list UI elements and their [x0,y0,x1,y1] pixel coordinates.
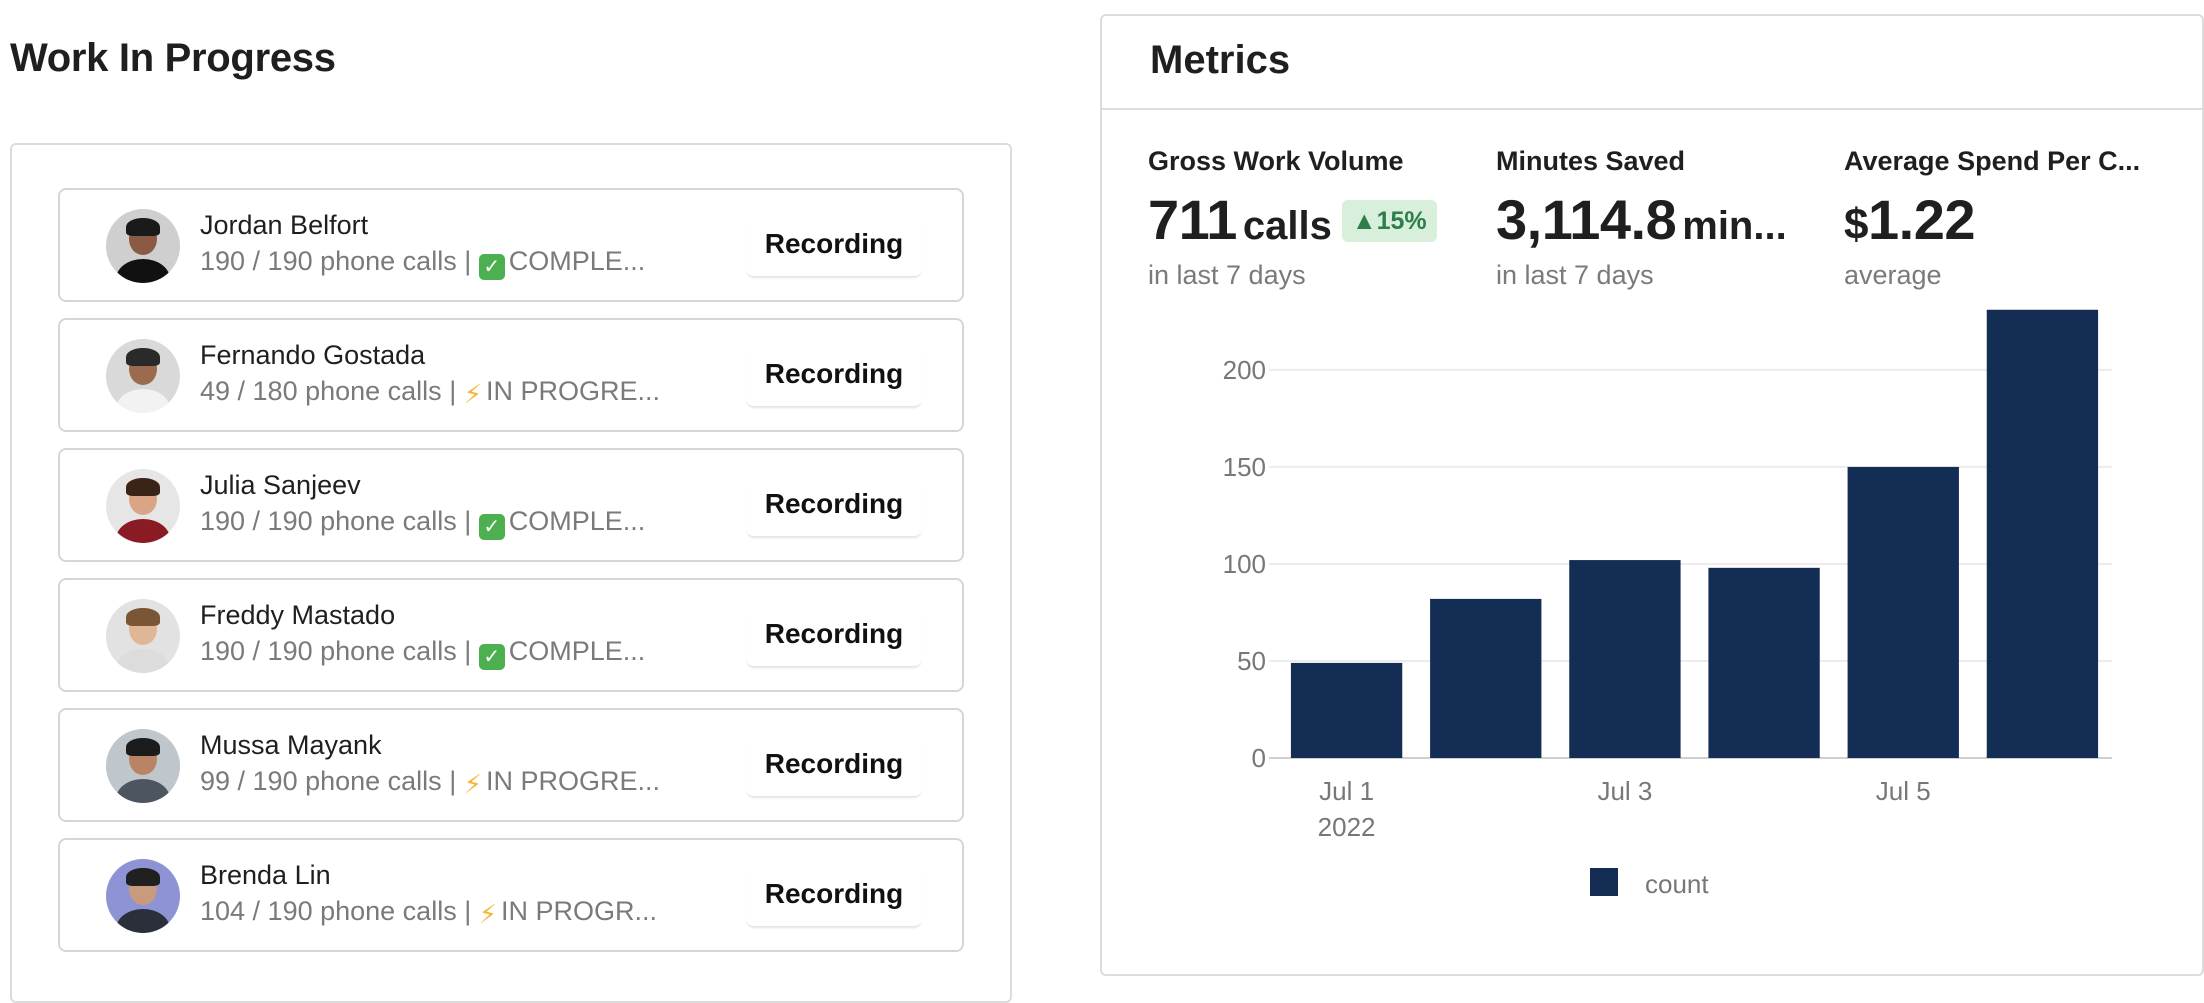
stat-value: 1.22 [1867,188,1976,251]
recording-button[interactable]: Recording [746,862,922,926]
person-card[interactable]: Fernando Gostada 49 / 180 phone calls | ⚡… [58,318,964,432]
call-count: 190 / 190 phone calls [200,246,457,276]
x-tick-sublabel: 2022 [1318,812,1376,842]
avatar [106,729,180,803]
metrics-panel: Metrics Gross Work Volume 711 calls ▲15% i… [1100,14,2204,976]
status-text: COMPLE... [508,506,646,536]
recording-button[interactable]: Recording [746,602,922,666]
check-icon: ✓ [478,644,505,670]
bar-2022-07-02 [1430,598,1542,758]
person-name: Julia Sanjeev [200,470,361,500]
recording-button[interactable]: Recording [746,342,922,406]
call-count: 190 / 190 phone calls [200,636,457,666]
bar-2022-07-01 [1290,662,1403,758]
bolt-icon: ⚡ [463,379,482,409]
avatar [106,859,180,933]
call-progress: 190 / 190 phone calls | ✓ COMPLE... [200,506,700,540]
recording-button[interactable]: Recording [746,472,922,536]
avatar [106,339,180,413]
stat-subtitle: in last 7 days [1496,260,1654,290]
stat-subtitle: in last 7 days [1148,260,1306,290]
status-text: COMPLE... [508,636,646,666]
stat-unit: min... [1682,204,1787,248]
y-tick-label: 200 [1223,355,1266,385]
person-card[interactable]: Julia Sanjeev 190 / 190 phone calls | ✓ CO… [58,448,964,562]
delta-badge: ▲15% [1341,200,1437,242]
metrics-title: Metrics [1150,38,1291,82]
recording-button[interactable]: Recording [746,732,922,796]
call-count: 104 / 190 phone calls [200,896,457,926]
bar-2022-07-03 [1569,560,1681,758]
x-tick-label: Jul 3 [1597,776,1652,806]
status-text: IN PROGRE... [485,766,661,796]
y-tick-label: 50 [1237,646,1266,676]
legend-swatch [1590,868,1618,896]
person-card[interactable]: Brenda Lin 104 / 190 phone calls | ⚡ IN PR… [58,838,964,952]
bar-2022-07-06 [1986,309,2099,758]
avatar [106,599,180,673]
avatar [106,469,180,543]
y-tick-label: 100 [1223,549,1266,579]
person-card[interactable]: Jordan Belfort 190 / 190 phone calls | ✓ C… [58,188,964,302]
stat-unit: calls [1242,204,1332,248]
legend-label: count [1645,869,1709,899]
person-name: Freddy Mastado [200,600,396,630]
currency-symbol: $ [1844,200,1868,249]
call-progress: 190 / 190 phone calls | ✓ COMPLE... [200,636,700,670]
stat-minutes-saved: Minutes Saved 3,114.8 min... in last 7 da… [1496,146,1816,291]
stat-subtitle: average [1844,260,1942,290]
status-text: COMPLE... [508,246,646,276]
check-icon: ✓ [478,254,505,280]
work-in-progress-title: Work In Progress [10,36,336,80]
bar-2022-07-04 [1708,567,1820,758]
person-name: Brenda Lin [200,860,331,890]
status-text: IN PROGR... [501,896,658,926]
call-progress: 99 / 190 phone calls | ⚡ IN PROGRE... [200,766,700,800]
separator: | [441,766,464,796]
recording-button[interactable]: Recording [746,212,922,276]
count-bar-chart: 0 50 100 150 200 Jul 1 2022 Jul 3 Jul 5 count [1223,309,2112,899]
separator: | [456,506,479,536]
stat-gross-work-volume: Gross Work Volume 711 calls ▲15% in last 7… [1148,146,1478,291]
person-name: Fernando Gostada [200,340,426,370]
status-text: IN PROGRE... [485,376,661,406]
stat-value: 711 [1148,188,1237,251]
person-name: Mussa Mayank [200,730,382,760]
x-tick-label: Jul 1 [1319,776,1374,806]
separator: | [441,376,464,406]
bar-2022-07-05 [1847,466,1959,758]
arrow-up-icon: ▲ [1351,207,1377,235]
call-count: 99 / 190 phone calls [200,766,442,796]
call-count: 190 / 190 phone calls [200,506,457,536]
call-count: 49 / 180 phone calls [200,376,442,406]
y-tick-label: 150 [1223,452,1266,482]
y-tick-label: 0 [1252,743,1266,773]
metrics-divider [1102,108,2202,110]
bolt-icon: ⚡ [463,769,482,799]
stat-value: 3,114.8 [1496,188,1677,251]
work-in-progress-panel: Jordan Belfort 190 / 190 phone calls | ✓ C… [10,143,1012,1003]
person-name: Jordan Belfort [200,210,369,240]
call-progress: 49 / 180 phone calls | ⚡ IN PROGRE... [200,376,700,410]
call-progress: 190 / 190 phone calls | ✓ COMPLE... [200,246,700,280]
delta-value: 15% [1376,207,1427,235]
avatar [106,209,180,283]
person-card[interactable]: Freddy Mastado 190 / 190 phone calls | ✓ C… [58,578,964,692]
check-icon: ✓ [478,514,505,540]
x-tick-label: Jul 5 [1876,776,1931,806]
separator: | [456,896,479,926]
separator: | [456,636,479,666]
person-card[interactable]: Mussa Mayank 99 / 190 phone calls | ⚡ IN P… [58,708,964,822]
stat-average-spend: Average Spend Per C... $1.22 average [1844,146,2174,291]
call-progress: 104 / 190 phone calls | ⚡ IN PROGR... [200,896,700,930]
bolt-icon: ⚡ [478,899,497,929]
separator: | [456,246,479,276]
